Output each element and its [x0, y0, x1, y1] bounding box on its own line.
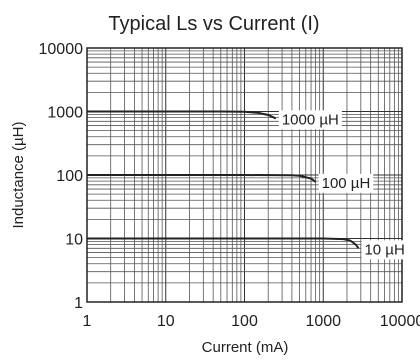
y-tick-labels: 1 10 100 1000 10000 [39, 41, 84, 312]
y-tick-label: 1 [74, 295, 83, 312]
series-curves [87, 110, 360, 249]
series-line-3 [87, 237, 360, 249]
x-tick-label: 10 [157, 313, 175, 330]
series-label-background [278, 110, 342, 130]
series-line-1 [87, 110, 277, 120]
chart-title: Typical Ls vs Current (I) [108, 13, 319, 35]
x-tick-label: 1000 [305, 313, 341, 330]
x-tick-label: 100 [231, 313, 258, 330]
y-tick-label: 100 [56, 168, 83, 185]
series-label-3: 10 µH [364, 241, 404, 258]
y-tick-label: 10000 [39, 41, 84, 58]
series-label-background [361, 240, 408, 260]
series-label-2: 100 µH [322, 175, 371, 192]
x-tick-label: 1 [83, 313, 92, 330]
series-labels: 1000 µH 100 µH 10 µH [278, 110, 408, 260]
x-tick-labels: 1 10 100 1000 10000 [83, 313, 420, 330]
y-tick-label: 1000 [47, 105, 83, 122]
x-tick-label: 10000 [380, 313, 420, 330]
series-label-background [318, 173, 374, 193]
x-axis-label: Current (mA) [202, 339, 289, 356]
series-line-2 [87, 174, 317, 183]
y-tick-label: 10 [65, 232, 83, 249]
y-axis-label: Inductance (µH) [10, 121, 27, 228]
series-label-1: 1000 µH [282, 111, 339, 128]
